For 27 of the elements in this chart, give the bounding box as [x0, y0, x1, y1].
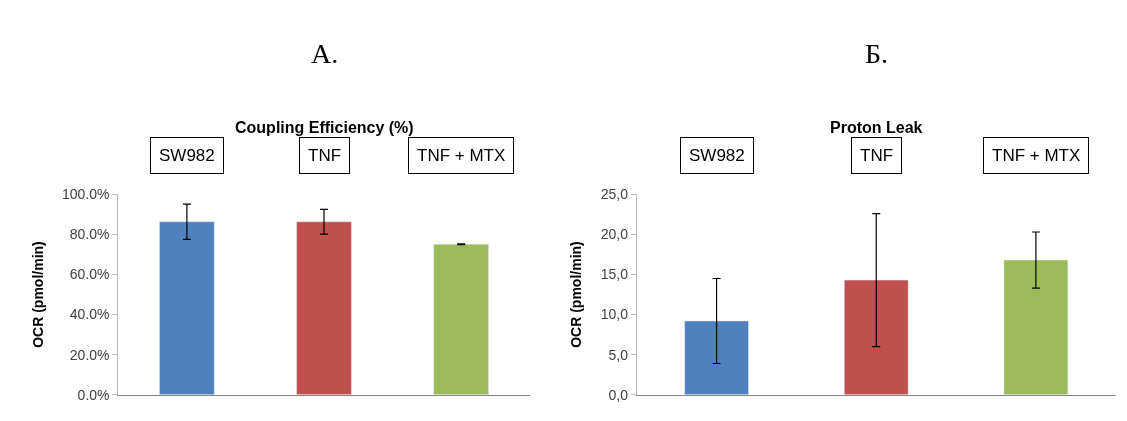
- text: TNF + MTX: [417, 146, 506, 165]
- bar: [844, 279, 909, 395]
- bar: [1003, 259, 1069, 395]
- y-tick-label: 0,0: [608, 386, 629, 403]
- text: А.: [311, 38, 339, 69]
- y-tick-label: 60.0%: [69, 266, 110, 283]
- y-tick-label: 25,0: [600, 186, 629, 203]
- text: TNF: [860, 146, 894, 165]
- text: TNF: [308, 146, 342, 165]
- y-axis-title: OCR (pmol/min): [29, 241, 46, 348]
- bar: [684, 320, 749, 395]
- text: SW982: [159, 146, 215, 165]
- chart-title: Coupling Efficiency (%): [235, 119, 414, 136]
- y-tick-label: 15,0: [600, 266, 629, 283]
- text: TNF + MTX: [992, 146, 1081, 165]
- text: SW982: [689, 146, 745, 165]
- y-axis-title: OCR (pmol/min): [568, 241, 585, 348]
- y-tick-label: 10,0: [600, 306, 629, 323]
- y-tick-label: 100.0%: [62, 186, 110, 203]
- y-tick-label: 5,0: [608, 346, 629, 363]
- y-tick-label: 40.0%: [69, 306, 110, 323]
- chart-title: Proton Leak: [830, 119, 923, 136]
- text: Б.: [865, 38, 889, 69]
- y-tick-label: 20.0%: [69, 346, 110, 363]
- y-tick-label: 20,0: [600, 226, 629, 243]
- y-tick-label: 0.0%: [77, 386, 110, 403]
- y-tick-label: 80.0%: [69, 226, 110, 243]
